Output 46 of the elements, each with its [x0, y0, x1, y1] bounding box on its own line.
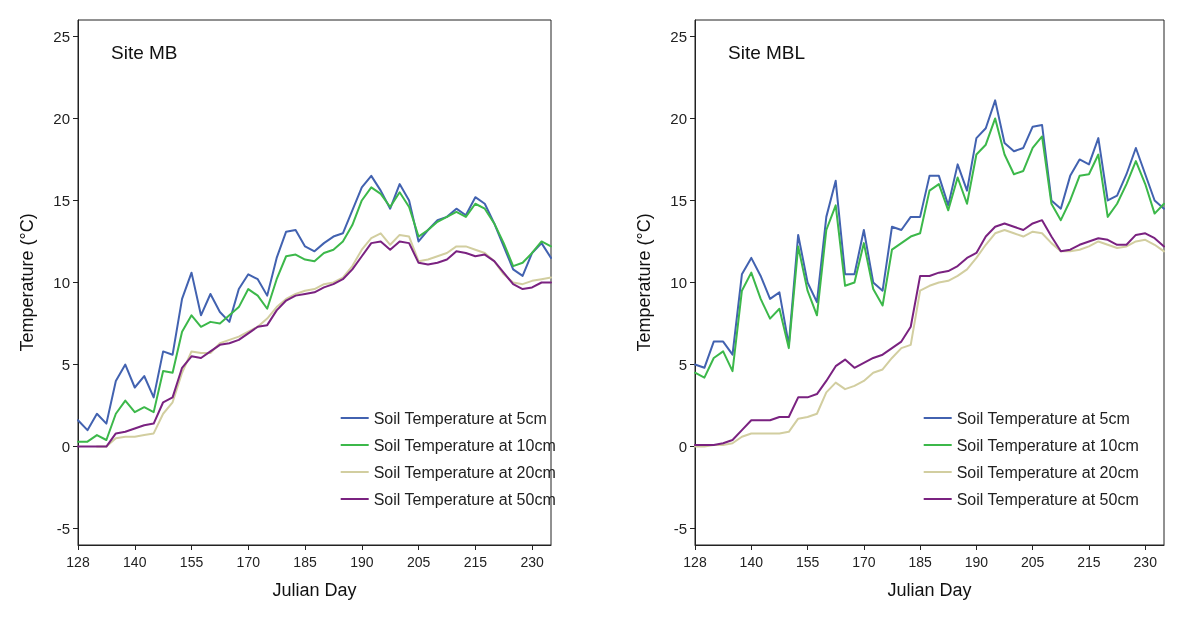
y-tick-label: 15	[53, 191, 70, 209]
y-tick-label: 0	[678, 438, 687, 456]
y-axis-title: Temperature (°C)	[17, 213, 37, 352]
text: Site MBL	[728, 42, 806, 63]
x-tick-label: 215	[463, 554, 488, 570]
legend-label: Soil Temperature at 50cm	[373, 490, 556, 508]
x-tick-label: 155	[795, 554, 820, 570]
y-tick-label: 10	[53, 274, 70, 291]
y-tick-label: 25	[670, 27, 687, 45]
legend-label: Soil Temperature at 10cm	[956, 436, 1139, 454]
x-tick-label: 190	[350, 554, 374, 570]
legend-label: Soil Temperature at 5cm	[956, 409, 1130, 427]
x-tick-label: 140	[123, 554, 147, 570]
x-tick-label: 155	[179, 554, 204, 570]
y-tick-label: 25	[53, 27, 70, 45]
y-axis-title: Temperature (°C)	[634, 213, 654, 352]
y-tick-label: 15	[670, 191, 687, 209]
x-tick-label: 185	[908, 554, 933, 570]
y-tick-label: 5	[61, 356, 70, 374]
legend-label: Soil Temperature at 20cm	[956, 463, 1139, 481]
legend-label: Soil Temperature at 10cm	[373, 436, 556, 454]
x-axis-title: Julian Day	[887, 580, 972, 600]
y-tick-label: 0	[61, 438, 70, 456]
y-tick-label: 20	[53, 109, 70, 127]
x-tick-label: 190	[964, 554, 989, 570]
y-tick-label: -5	[673, 520, 687, 538]
y-tick-label: 20	[670, 109, 687, 127]
x-tick-label: 170	[852, 554, 876, 570]
x-tick-label: 230	[1133, 554, 1158, 570]
x-tick-label: 170	[236, 554, 261, 570]
x-tick-label: 140	[739, 554, 764, 570]
y-tick-label: 5	[678, 356, 687, 374]
x-axis-title: Julian Day	[272, 580, 357, 600]
legend-label: Soil Temperature at 20cm	[373, 463, 556, 481]
x-tick-label: 128	[683, 554, 707, 570]
y-tick-label: 10	[670, 274, 687, 291]
x-tick-label: 205	[406, 554, 431, 570]
x-tick-label: 215	[1077, 554, 1101, 570]
x-tick-label: 205	[1021, 554, 1045, 570]
text: Site MB	[111, 42, 178, 63]
x-tick-label: 185	[293, 554, 317, 570]
y-tick-label: -5	[56, 520, 70, 538]
legend-label: Soil Temperature at 50cm	[956, 490, 1139, 508]
legend-label: Soil Temperature at 5cm	[373, 409, 547, 427]
x-tick-label: 230	[520, 554, 544, 570]
x-tick-label: 128	[66, 554, 90, 570]
